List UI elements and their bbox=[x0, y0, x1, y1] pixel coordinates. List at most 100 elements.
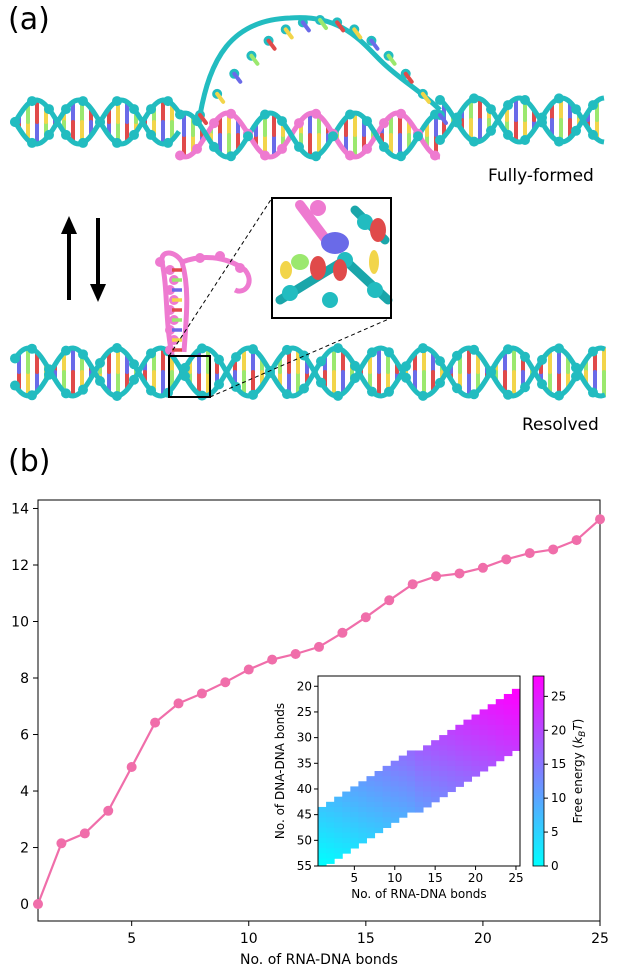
y-tick-label: 14 bbox=[11, 501, 29, 517]
heatmap-cell bbox=[488, 735, 497, 741]
heatmap-cell bbox=[334, 827, 343, 833]
data-point bbox=[33, 899, 43, 909]
colorbar-tick-label: 20 bbox=[551, 723, 566, 737]
inset-y-tick-label: 50 bbox=[297, 833, 312, 847]
heatmap-cell bbox=[439, 761, 448, 767]
data-point bbox=[384, 595, 394, 605]
y-axis-ticks: 02468101214 bbox=[11, 501, 38, 913]
heatmap-cell bbox=[350, 838, 359, 844]
heatmap-cell bbox=[423, 802, 432, 808]
data-point bbox=[150, 718, 160, 728]
heatmap-cell bbox=[375, 776, 384, 782]
heatmap-cell bbox=[358, 786, 367, 792]
heatmap-cell bbox=[391, 807, 400, 813]
heatmap-cell bbox=[326, 858, 335, 864]
heatmap-cell bbox=[504, 740, 513, 746]
heatmap-cell bbox=[455, 781, 464, 787]
heatmap-cell bbox=[488, 761, 497, 767]
heatmap-cell bbox=[488, 715, 497, 721]
heatmap-cell bbox=[455, 771, 464, 777]
heatmap-cell bbox=[504, 730, 513, 736]
heatmap-cell bbox=[431, 776, 440, 782]
heatmap-cell bbox=[431, 786, 440, 792]
heatmap-cell bbox=[455, 725, 464, 731]
heatmap-cell bbox=[439, 792, 448, 798]
heatmap-cell bbox=[480, 761, 489, 767]
heatmap-cell bbox=[423, 776, 432, 782]
heatmap-cell bbox=[415, 797, 424, 803]
heatmap-cell bbox=[472, 750, 481, 756]
x-tick-label: 15 bbox=[357, 931, 375, 947]
data-point bbox=[361, 612, 371, 622]
heatmap-cell bbox=[447, 745, 456, 751]
data-point bbox=[80, 828, 90, 838]
heatmap-cell bbox=[504, 750, 513, 756]
heatmap-cell bbox=[342, 807, 351, 813]
heatmap-cell bbox=[399, 802, 408, 808]
heatmap-cell bbox=[399, 766, 408, 772]
heatmap-cell bbox=[455, 766, 464, 772]
colorbar-tick-label: 0 bbox=[551, 859, 559, 873]
heatmap-cell bbox=[415, 761, 424, 767]
heatmap-cell bbox=[496, 715, 505, 721]
heatmap-cell bbox=[391, 771, 400, 777]
heatmap-cell bbox=[375, 792, 384, 798]
inset-y-tick-label: 35 bbox=[297, 756, 312, 770]
heatmap-cell bbox=[472, 766, 481, 772]
heatmap-cell bbox=[423, 761, 432, 767]
heatmap-cell bbox=[407, 771, 416, 777]
heatmap-cell bbox=[504, 735, 513, 741]
heatmap-cell bbox=[463, 740, 472, 746]
heatmap-cell bbox=[366, 812, 375, 818]
heatmap-cell bbox=[318, 853, 327, 859]
heatmap-cell bbox=[375, 771, 384, 777]
colorbar-tick-label: 5 bbox=[551, 825, 559, 839]
heatmap-cell bbox=[350, 812, 359, 818]
heatmap-cell bbox=[318, 822, 327, 828]
heatmap-cell bbox=[488, 709, 497, 715]
heatmap-cell bbox=[375, 802, 384, 808]
data-point bbox=[314, 642, 324, 652]
heatmap-cell bbox=[504, 715, 513, 721]
heatmap-cell bbox=[358, 822, 367, 828]
heatmap-cell bbox=[447, 750, 456, 756]
heatmap-cell bbox=[439, 745, 448, 751]
heatmap-cell bbox=[480, 709, 489, 715]
heatmap-cell bbox=[318, 843, 327, 849]
heatmap-cell bbox=[366, 781, 375, 787]
x-axis-ticks: 5 10 15 20 25 bbox=[127, 921, 609, 947]
heatmap-cell bbox=[488, 740, 497, 746]
heatmap-cell bbox=[383, 797, 392, 803]
heatmap-cell bbox=[512, 715, 521, 721]
data-point bbox=[408, 579, 418, 589]
heatmap-cell bbox=[512, 694, 521, 700]
heatmap-cell bbox=[463, 761, 472, 767]
heatmap-cell bbox=[342, 843, 351, 849]
heatmap-cell bbox=[399, 771, 408, 777]
heatmap-cell bbox=[342, 817, 351, 823]
heatmap-cell bbox=[399, 776, 408, 782]
heatmap-cell bbox=[399, 792, 408, 798]
heatmap-cell bbox=[504, 709, 513, 715]
heatmap-cell bbox=[463, 756, 472, 762]
heatmap-cell bbox=[366, 807, 375, 813]
heatmap-cell bbox=[496, 745, 505, 751]
heatmap-cell bbox=[366, 827, 375, 833]
heatmap-cell bbox=[504, 725, 513, 731]
heatmap-cell bbox=[512, 745, 521, 751]
heatmap-cell bbox=[431, 792, 440, 798]
heatmap-cell bbox=[488, 745, 497, 751]
inset-y-tick-label: 45 bbox=[297, 808, 312, 822]
x-tick-label: 5 bbox=[127, 931, 136, 947]
y-tick-label: 0 bbox=[20, 897, 29, 913]
heatmap-cell bbox=[358, 781, 367, 787]
heatmap-cell bbox=[383, 802, 392, 808]
heatmap-cell bbox=[407, 802, 416, 808]
heatmap-cell bbox=[350, 817, 359, 823]
heatmap-cell bbox=[407, 766, 416, 772]
heatmap-cell bbox=[512, 689, 521, 695]
heatmap-cell bbox=[463, 730, 472, 736]
heatmap-cell bbox=[383, 807, 392, 813]
inset-x-tick-label: 15 bbox=[428, 871, 443, 885]
